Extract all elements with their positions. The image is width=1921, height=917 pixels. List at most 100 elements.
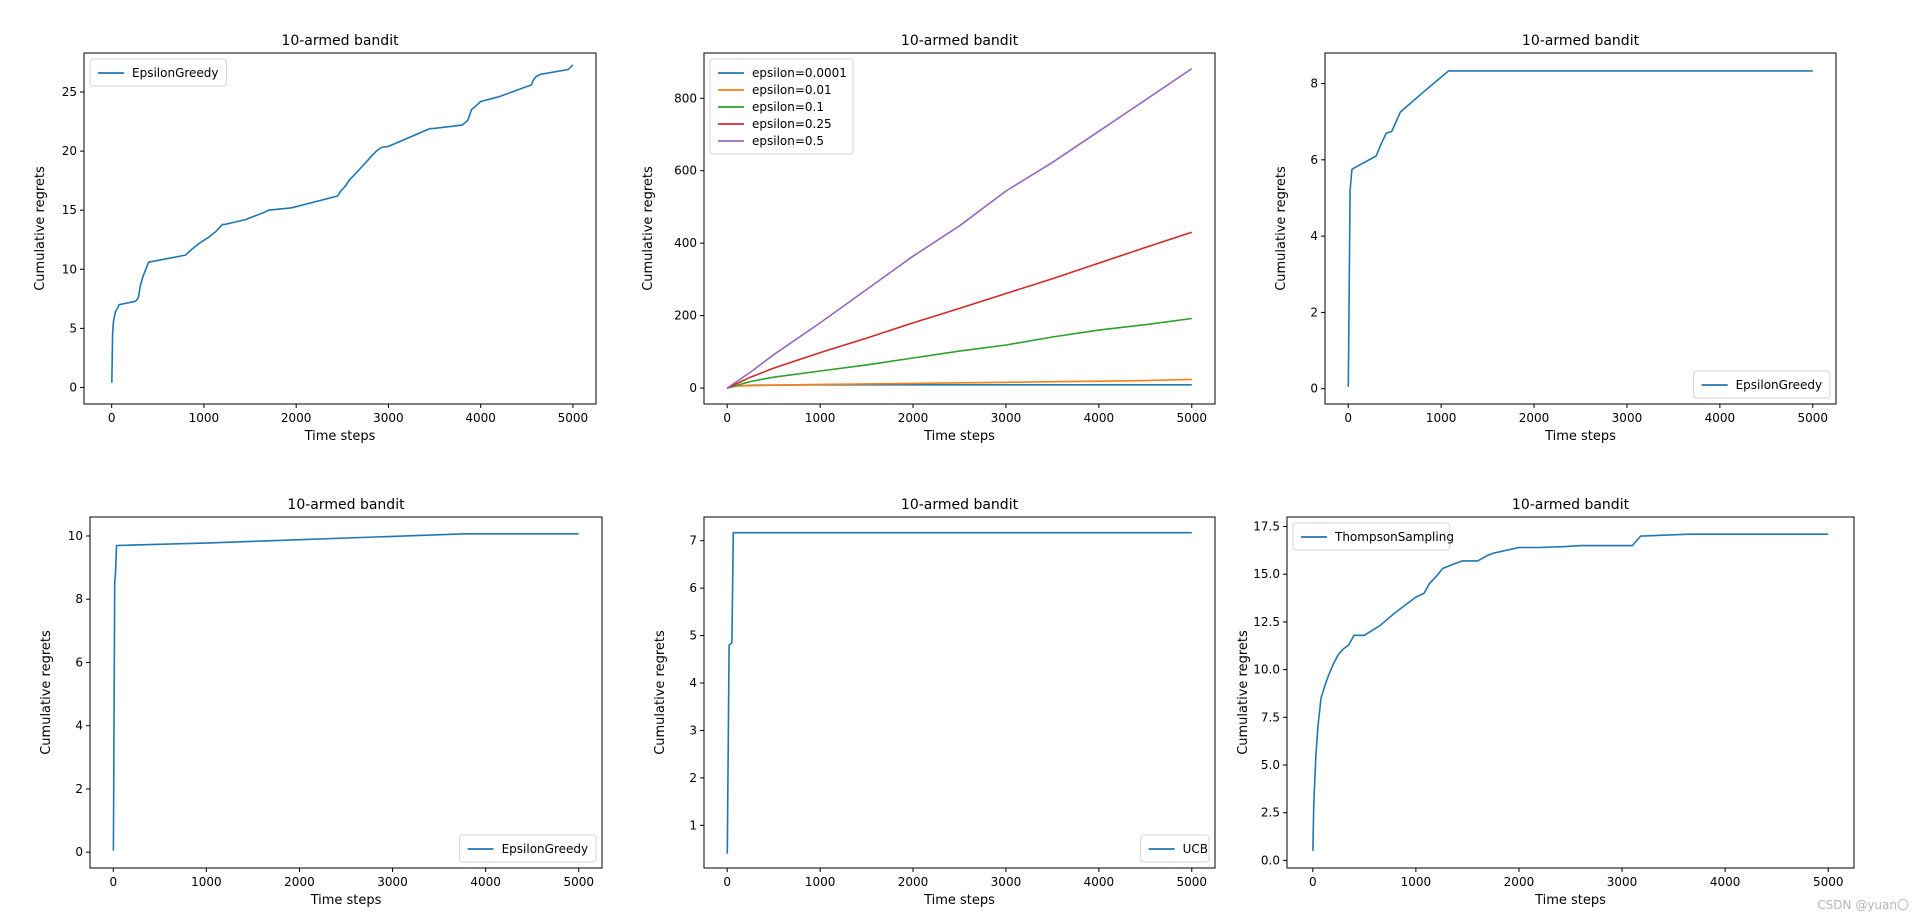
- legend: ThompsonSampling: [1292, 522, 1454, 551]
- series-line: [1312, 533, 1829, 851]
- x-tick-label: 4000: [1084, 411, 1115, 425]
- series-line: [726, 67, 1193, 389]
- y-tick-label: 1: [689, 818, 697, 832]
- x-tick-label: 3000: [1607, 875, 1638, 889]
- x-tick-label: 3000: [373, 411, 404, 425]
- x-tick-label: 2000: [281, 411, 312, 425]
- x-tick-label: 1000: [189, 411, 220, 425]
- legend-label: EpsilonGreedy: [502, 842, 589, 856]
- legend-label: UCB: [1183, 842, 1208, 856]
- y-tick-label: 2.5: [1261, 806, 1280, 820]
- x-tick-label: 0: [723, 411, 731, 425]
- legend-frame: [459, 834, 597, 863]
- series-line: [1347, 70, 1813, 387]
- x-tick-label: 4000: [1084, 875, 1115, 889]
- axes-frame: [703, 52, 1216, 405]
- legend-label: EpsilonGreedy: [132, 66, 219, 80]
- chart-title: 10-armed bandit: [287, 497, 405, 513]
- chart-title: 10-armed bandit: [281, 33, 399, 49]
- y-tick-label: 5: [69, 321, 77, 335]
- y-tick-label: 15: [62, 203, 77, 217]
- x-tick-label: 3000: [1612, 411, 1643, 425]
- series-line: [727, 378, 1192, 389]
- legend-label: epsilon=0.1: [752, 100, 824, 114]
- legend: EpsilonGreedy: [459, 834, 597, 863]
- x-tick-label: 2000: [1519, 411, 1550, 425]
- series-line: [726, 231, 1193, 389]
- legend: EpsilonGreedy: [1693, 370, 1831, 399]
- chart-title: 10-armed bandit: [1522, 33, 1640, 49]
- y-tick-label: 4: [1310, 229, 1318, 243]
- x-axis-label: Time steps: [923, 893, 995, 908]
- y-tick-label: 10: [68, 529, 83, 543]
- y-axis-label: Cumulative regrets: [641, 166, 656, 291]
- x-tick-label: 2000: [898, 875, 929, 889]
- legend-frame: [709, 58, 854, 155]
- y-tick-label: 8: [75, 592, 83, 606]
- x-tick-label: 2000: [1504, 875, 1535, 889]
- y-tick-label: 200: [674, 309, 697, 323]
- x-tick-label: 2000: [284, 875, 315, 889]
- legend-label: ThompsonSampling: [1334, 530, 1454, 544]
- y-tick-label: 400: [674, 236, 697, 250]
- x-tick-label: 3000: [991, 875, 1022, 889]
- axes-frame: [89, 516, 603, 869]
- x-tick-label: 0: [723, 875, 731, 889]
- x-tick-label: 5000: [563, 875, 594, 889]
- y-tick-label: 2: [689, 771, 697, 785]
- y-tick-label: 0: [75, 845, 83, 859]
- legend-label: epsilon=0.01: [752, 83, 832, 97]
- axes-frame: [83, 52, 597, 405]
- chart-panel: 0 1000 2000 3000 4000 5000 0 2 4 6 8 10-armed bandi…: [1274, 33, 1837, 444]
- chart-panel: 0 1000 2000 3000 4000 5000 0 5 10 15 20 25 10-armed …: [33, 33, 597, 444]
- legend-frame: [1693, 370, 1831, 399]
- x-tick-label: 1000: [805, 411, 836, 425]
- x-tick-label: 5000: [1797, 411, 1828, 425]
- legend-frame: [89, 58, 227, 87]
- y-axis-label: Cumulative regrets: [33, 166, 48, 291]
- y-tick-label: 600: [674, 164, 697, 178]
- axes-frame: [703, 516, 1216, 869]
- x-axis-label: Time steps: [923, 429, 995, 444]
- chart-panel: 0 1000 2000 3000 4000 5000 0 2 4 6 8 10 10-armed ban…: [39, 497, 603, 908]
- x-tick-label: 2000: [898, 411, 929, 425]
- series-line: [726, 317, 1192, 389]
- y-tick-label: 10.0: [1253, 663, 1280, 677]
- x-tick-label: 1000: [1401, 875, 1432, 889]
- chart-panel: 0 1000 2000 3000 4000 5000 0 200 400 600 800 10-arm…: [641, 33, 1216, 444]
- chart-title: 10-armed bandit: [901, 497, 1019, 513]
- y-tick-label: 5.0: [1261, 758, 1280, 772]
- x-tick-label: 0: [108, 411, 116, 425]
- x-axis-label: Time steps: [304, 429, 376, 444]
- chart-title: 10-armed bandit: [1512, 497, 1630, 513]
- x-tick-label: 5000: [1176, 875, 1207, 889]
- x-tick-label: 4000: [1710, 875, 1741, 889]
- x-axis-label: Time steps: [310, 893, 382, 908]
- y-tick-label: 10: [62, 262, 77, 276]
- y-tick-label: 0: [1310, 382, 1318, 396]
- x-tick-label: 4000: [1705, 411, 1736, 425]
- legend-label: EpsilonGreedy: [1736, 378, 1823, 392]
- y-tick-label: 0: [69, 380, 77, 394]
- x-axis-label: Time steps: [1544, 429, 1616, 444]
- y-axis-label: Cumulative regrets: [1274, 166, 1289, 291]
- legend: UCB: [1140, 834, 1210, 863]
- watermark: CSDN @yuan〇: [1817, 898, 1909, 912]
- x-tick-label: 4000: [465, 411, 496, 425]
- x-tick-label: 3000: [991, 411, 1022, 425]
- x-axis-label: Time steps: [1534, 893, 1606, 908]
- axes-frame: [1324, 52, 1837, 405]
- y-tick-label: 7: [689, 534, 697, 548]
- legend: epsilon=0.0001 epsilon=0.01 epsilon=0.1 eps…: [709, 58, 854, 155]
- x-tick-label: 0: [1344, 411, 1352, 425]
- y-tick-label: 4: [75, 719, 83, 733]
- x-tick-label: 1000: [191, 875, 222, 889]
- y-tick-label: 800: [674, 91, 697, 105]
- legend-label: epsilon=0.25: [752, 117, 832, 131]
- y-tick-label: 4: [689, 676, 697, 690]
- chart-panel: 0 1000 2000 3000 4000 5000 1 2 3 4 5 6 7 10-armed ban…: [653, 497, 1216, 908]
- x-tick-label: 1000: [805, 875, 836, 889]
- x-tick-label: 3000: [377, 875, 408, 889]
- y-tick-label: 0: [689, 381, 697, 395]
- y-tick-label: 5: [689, 629, 697, 643]
